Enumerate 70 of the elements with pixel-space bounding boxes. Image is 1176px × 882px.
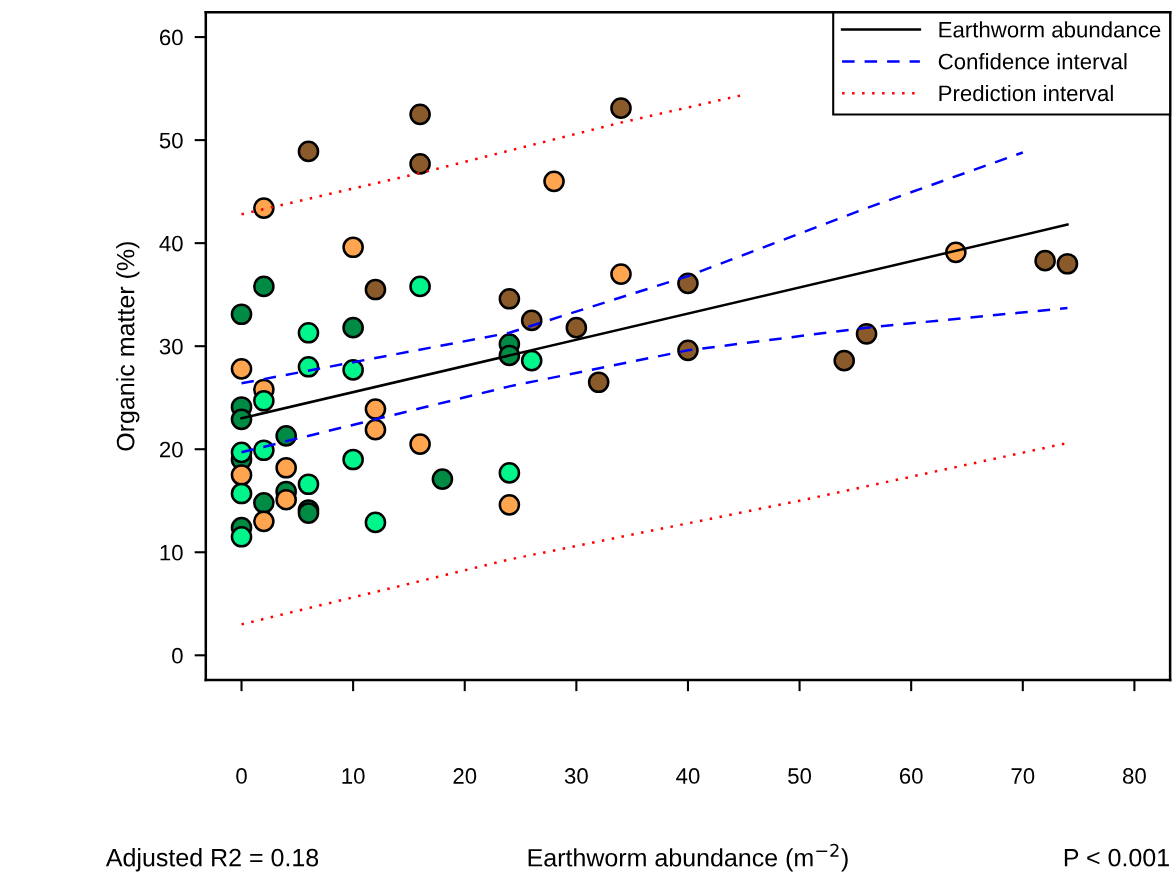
text: P < 0.001 bbox=[1064, 848, 1169, 867]
point bbox=[275, 425, 297, 447]
point bbox=[297, 473, 320, 496]
point bbox=[253, 439, 275, 462]
point bbox=[230, 464, 253, 486]
point bbox=[409, 433, 431, 455]
y-axis-title: Organic matter (%) bbox=[116, 242, 140, 451]
point bbox=[230, 441, 253, 464]
point bbox=[409, 275, 431, 298]
point bbox=[253, 197, 275, 219]
x-axis-title: Earthworm abundance (m$^{−2}$) bbox=[528, 843, 848, 872]
point bbox=[610, 97, 632, 119]
point bbox=[498, 494, 521, 516]
x-tick-label: 80 bbox=[1123, 768, 1146, 784]
y-tick-label: 10 bbox=[160, 544, 183, 561]
point bbox=[364, 398, 387, 420]
point bbox=[342, 316, 364, 339]
x-tick-label: 0 bbox=[236, 768, 247, 784]
x-tick-label: 20 bbox=[453, 768, 477, 784]
y-tick-label: 60 bbox=[159, 29, 183, 46]
point bbox=[409, 103, 431, 126]
point bbox=[364, 511, 387, 534]
point bbox=[431, 468, 454, 490]
y-tick-label: 30 bbox=[159, 338, 183, 355]
x-tick-label: 50 bbox=[788, 768, 812, 784]
x-tick-label: 40 bbox=[676, 768, 700, 784]
point bbox=[230, 525, 253, 548]
point bbox=[409, 152, 431, 175]
point bbox=[275, 488, 297, 511]
point bbox=[297, 321, 320, 344]
point bbox=[565, 316, 588, 339]
x-tick-label: 60 bbox=[899, 768, 923, 784]
point bbox=[253, 491, 275, 514]
point bbox=[297, 140, 320, 163]
point bbox=[230, 482, 253, 505]
legend-label: Earthworm abundance bbox=[939, 21, 1161, 38]
point bbox=[677, 272, 699, 295]
point bbox=[364, 278, 387, 301]
point bbox=[342, 448, 364, 471]
y-tick-label: 20 bbox=[159, 441, 183, 458]
point bbox=[342, 236, 364, 259]
legend-label: Confidence interval bbox=[938, 53, 1127, 70]
x-tick-label: 70 bbox=[1011, 768, 1035, 784]
point bbox=[833, 349, 856, 372]
y-tick-label: 0 bbox=[172, 647, 183, 664]
point bbox=[253, 389, 275, 412]
x-tick-label: 10 bbox=[342, 768, 365, 784]
point bbox=[498, 462, 521, 484]
point bbox=[253, 275, 275, 298]
legend-label: Prediction interval bbox=[939, 84, 1113, 102]
point bbox=[342, 359, 364, 381]
line-series bbox=[240, 151, 1025, 385]
point bbox=[610, 263, 632, 285]
point bbox=[587, 371, 610, 394]
point bbox=[498, 287, 521, 310]
point bbox=[230, 303, 253, 326]
point bbox=[677, 339, 699, 362]
x-tick-label: 30 bbox=[564, 768, 588, 784]
point bbox=[1034, 249, 1056, 272]
point bbox=[253, 510, 275, 533]
point bbox=[364, 418, 387, 441]
y-tick-label: 40 bbox=[159, 235, 183, 252]
point bbox=[1056, 252, 1079, 275]
point bbox=[230, 358, 253, 380]
point bbox=[275, 456, 297, 479]
y-tick-label: 50 bbox=[159, 132, 183, 149]
point bbox=[520, 349, 543, 372]
point bbox=[297, 355, 320, 378]
text: Adjusted R2 = 0.18 bbox=[105, 848, 319, 872]
point bbox=[543, 170, 565, 193]
